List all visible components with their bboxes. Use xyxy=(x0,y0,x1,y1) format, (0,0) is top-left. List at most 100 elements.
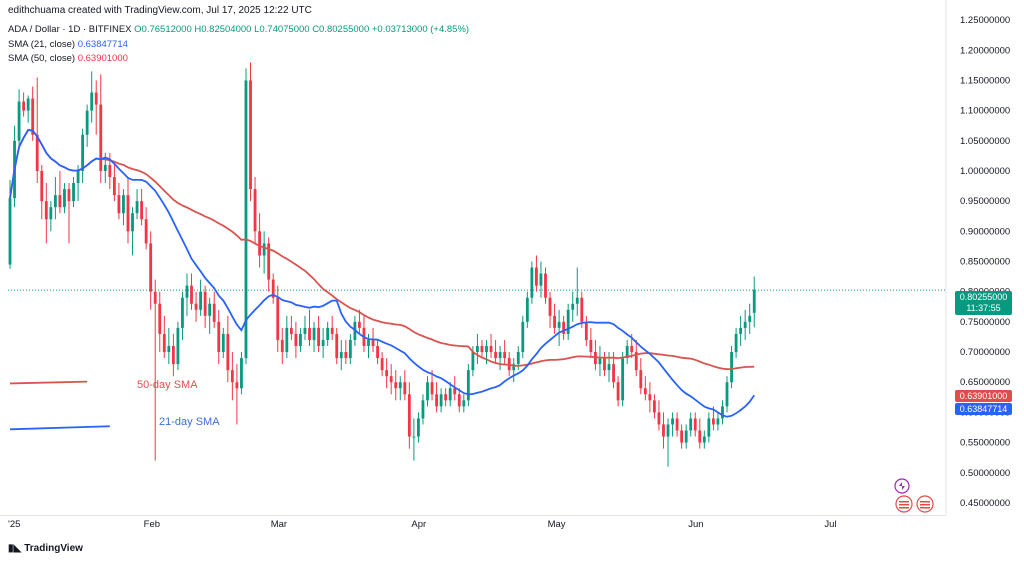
candle-body xyxy=(58,195,62,208)
y-tick-label: 0.50000000 xyxy=(960,468,1010,479)
candle-body xyxy=(652,400,656,413)
y-tick-label: 0.85000000 xyxy=(960,257,1010,268)
candle-body xyxy=(226,333,230,371)
candle-body xyxy=(630,346,634,353)
candle-body xyxy=(348,339,352,359)
sma21-legend[interactable]: SMA (21, close) 0.63847714 xyxy=(8,39,128,50)
y-tick-label: 1.20000000 xyxy=(960,45,1010,56)
candle-body xyxy=(639,370,643,389)
candle-body xyxy=(725,382,729,407)
sma50-label: SMA (50, close) xyxy=(8,53,76,64)
candle-body xyxy=(72,183,75,202)
candle-body xyxy=(498,352,502,359)
candle-body xyxy=(22,101,26,111)
tradingview-logo[interactable]: ▮◣ TradingView xyxy=(8,543,83,554)
dividend-icon[interactable] xyxy=(894,478,910,494)
chart-credit: edithchuama created with TradingView.com… xyxy=(8,5,312,16)
candle-body xyxy=(389,376,393,383)
y-tick-label: 0.90000000 xyxy=(960,226,1010,237)
candle-body xyxy=(126,195,130,232)
candle-body xyxy=(525,297,529,322)
candle-body xyxy=(135,201,139,214)
candle-body xyxy=(684,430,688,443)
candle-body xyxy=(739,327,743,334)
candle-body xyxy=(267,243,271,280)
candle-body xyxy=(40,170,44,202)
candle-body xyxy=(371,339,375,346)
y-tick-label: 0.65000000 xyxy=(960,377,1010,388)
candle-body xyxy=(707,418,711,437)
y-tick-label: 1.05000000 xyxy=(960,136,1010,147)
sma21-value: 0.63847714 xyxy=(77,39,128,50)
candle-body xyxy=(258,231,262,256)
sma50-legend[interactable]: SMA (50, close) 0.63901000 xyxy=(8,53,128,64)
candle-body xyxy=(280,339,284,353)
candle-body xyxy=(385,370,389,377)
candle-body xyxy=(122,195,125,214)
candle-body xyxy=(271,279,275,298)
candle-body xyxy=(657,412,661,425)
candle-body xyxy=(476,346,479,353)
bar-countdown: 11:37:55 xyxy=(966,303,1001,313)
candle-body xyxy=(539,273,543,286)
last-price-value: 0.80255000 xyxy=(959,292,1008,302)
candle-body xyxy=(580,297,584,322)
x-tick-label: Apr xyxy=(411,519,426,530)
candle-body xyxy=(435,394,438,407)
candle-body xyxy=(294,333,298,346)
candle-body xyxy=(562,321,566,334)
candle-body xyxy=(380,358,384,371)
candle-body xyxy=(49,207,53,220)
candle-body xyxy=(63,189,66,208)
y-tick-label: 0.55000000 xyxy=(960,438,1010,449)
candle-body xyxy=(494,352,497,359)
candle-body xyxy=(662,424,665,437)
candle-body xyxy=(276,297,280,340)
candle-body xyxy=(721,406,724,419)
candle-body xyxy=(190,285,193,304)
tv-logo-icon: ▮◣ xyxy=(8,543,22,554)
candle-body xyxy=(8,198,12,265)
candle-body xyxy=(85,110,89,135)
candle-body xyxy=(612,364,615,383)
candle-body xyxy=(99,104,103,171)
y-tick-label: 1.25000000 xyxy=(960,15,1010,26)
candle-body xyxy=(557,321,561,328)
candle-body xyxy=(566,309,570,334)
candle-body xyxy=(666,424,670,437)
candle-body xyxy=(44,201,48,220)
last-price-tag: 0.80255000 11:37:55 xyxy=(955,291,1012,315)
sma21-price-tag: 0.63847714 xyxy=(955,403,1012,415)
candle-body xyxy=(90,92,94,111)
candle-body xyxy=(571,303,575,310)
candle-body xyxy=(439,394,443,407)
candle-body xyxy=(575,297,579,304)
sma21-annotation: 21-day SMA xyxy=(159,416,220,428)
candle-body xyxy=(553,315,556,328)
candle-body xyxy=(521,321,525,353)
candle-body xyxy=(76,170,80,184)
candle-body xyxy=(158,303,162,334)
x-tick-label: Feb xyxy=(144,519,160,530)
y-tick-label: 0.75000000 xyxy=(960,317,1010,328)
candle-body xyxy=(403,382,407,395)
candle-body xyxy=(17,101,21,141)
candle-body xyxy=(221,333,225,353)
symbol-name[interactable]: ADA / Dollar · 1D · BITFINEX xyxy=(8,24,132,35)
candle-body xyxy=(35,134,39,171)
event-icons[interactable] xyxy=(892,478,936,514)
candle-body xyxy=(698,430,702,443)
x-tick-label: '25 xyxy=(8,519,20,530)
flag-icon-us-1[interactable] xyxy=(895,495,913,513)
candle-body xyxy=(702,436,706,443)
candle-body xyxy=(367,339,370,346)
candle-body xyxy=(480,346,484,353)
candle-body xyxy=(31,98,35,135)
candle-body xyxy=(417,418,420,437)
y-tick-label: 0.70000000 xyxy=(960,347,1010,358)
x-tick-label: Mar xyxy=(271,519,287,530)
candle-body xyxy=(376,346,379,359)
flag-icon-us-2[interactable] xyxy=(916,495,934,513)
candle-body xyxy=(426,382,429,401)
